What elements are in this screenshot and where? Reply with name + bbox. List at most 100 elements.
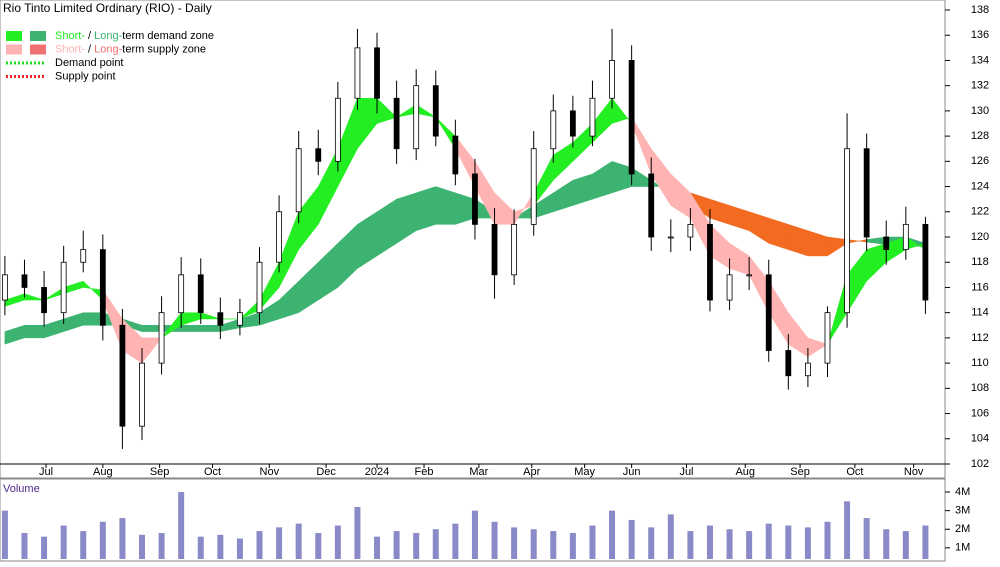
volume-bar <box>550 531 557 559</box>
y-tick-label: 106 <box>971 407 989 419</box>
candle-body <box>726 274 733 301</box>
legend-part: Short- <box>55 43 85 55</box>
volume-bar <box>471 510 478 559</box>
volume-bar <box>785 525 792 559</box>
volume-bar <box>530 529 537 559</box>
candle-body <box>844 148 850 314</box>
volume-bar <box>706 525 713 559</box>
candle-body <box>197 274 204 314</box>
long-term-zone <box>82 312 104 326</box>
candle-body <box>687 223 694 238</box>
candle-body <box>491 223 498 276</box>
x-tick-label: Oct <box>204 466 221 478</box>
volume-bar <box>844 501 851 559</box>
volume-bar <box>217 534 224 559</box>
volume-bar <box>765 523 772 559</box>
candle-body <box>276 211 282 263</box>
y-tick-label: 102 <box>971 458 989 470</box>
volume-bar <box>99 521 106 559</box>
candle-body <box>785 350 792 377</box>
x-tick-label: Feb <box>415 466 434 478</box>
volume-bar <box>511 527 518 559</box>
volume-bar <box>60 525 67 559</box>
candle-body <box>667 236 674 239</box>
legend-label: Short- / Long-term supply zone <box>55 43 206 55</box>
candle-body <box>217 312 224 326</box>
y-tick-label: 134 <box>971 54 989 66</box>
x-tick-label: Jul <box>39 466 53 478</box>
x-tick-label: Aug <box>93 466 113 478</box>
y-tick-label: 114 <box>971 307 989 319</box>
volume-bars <box>1 492 929 559</box>
y-tick-label: 130 <box>971 105 989 117</box>
legend-part: term demand zone <box>122 30 214 42</box>
candle-body <box>628 60 635 175</box>
legend-part: Long- <box>94 30 122 42</box>
volume-bar <box>648 527 655 559</box>
volume-bar <box>197 536 204 559</box>
candle-body <box>393 97 400 150</box>
volume-bar <box>589 525 596 559</box>
candles <box>1 28 929 449</box>
volume-bar <box>824 521 831 559</box>
candle-body <box>178 274 185 314</box>
volume-bar <box>687 531 694 559</box>
volume-bar <box>863 518 870 559</box>
volume-bar <box>883 529 890 559</box>
x-tick-label: Jul <box>679 466 693 478</box>
volume-bar <box>276 527 283 559</box>
candle-body <box>824 312 831 364</box>
y-tick-label: 108 <box>971 382 989 394</box>
zones <box>4 97 926 364</box>
candle-body <box>883 236 890 251</box>
y-tick-label: 138 <box>971 4 989 16</box>
candle-body <box>413 85 420 150</box>
long-term-zone <box>180 325 202 332</box>
candle-body <box>374 47 380 99</box>
candle-body <box>432 85 439 137</box>
candle-body <box>922 223 929 301</box>
y-tick-label: 124 <box>971 180 989 192</box>
x-tick-label: Nov <box>260 466 280 478</box>
candle-body <box>41 287 47 314</box>
candle-body <box>119 324 126 427</box>
volume-bar <box>452 523 459 559</box>
volume-bar <box>491 521 498 559</box>
candle-body <box>256 261 263 314</box>
legend-label: Short- / Long-term demand zone <box>55 30 214 42</box>
volume-bar <box>178 492 185 559</box>
volume-bar <box>256 531 263 559</box>
volume-bar <box>354 506 361 559</box>
volume-bar <box>609 510 616 559</box>
candle-body <box>550 110 557 150</box>
long-term-zone <box>24 325 45 339</box>
volume-bar <box>746 531 753 559</box>
volume-tick-label: 4M <box>955 486 970 498</box>
volume-bar <box>1 510 8 559</box>
volume-bar <box>236 538 243 559</box>
candle-body <box>315 148 322 162</box>
volume-bar <box>158 532 165 559</box>
x-tick-label: Mar <box>469 466 488 478</box>
x-tick-label: Apr <box>523 466 540 478</box>
volume-bar <box>334 525 341 559</box>
candle-body <box>354 47 361 99</box>
volume-bar <box>726 529 733 559</box>
legend-part: Supply point <box>55 70 116 82</box>
legend-part: Demand point <box>55 57 124 69</box>
volume-bar <box>393 531 400 559</box>
candle-body <box>158 312 165 364</box>
candle-body <box>237 312 243 326</box>
x-tick-label: Nov <box>904 466 924 478</box>
candle-body <box>746 274 753 277</box>
legend-swatch <box>30 31 46 41</box>
candle-body <box>707 223 713 301</box>
candle-body <box>139 362 145 427</box>
short-term-zone <box>807 337 829 358</box>
legend-swatch <box>30 44 46 55</box>
legend-part: / <box>85 43 94 55</box>
y-tick-label: 120 <box>971 231 989 243</box>
y-tick-label: 104 <box>971 433 989 445</box>
